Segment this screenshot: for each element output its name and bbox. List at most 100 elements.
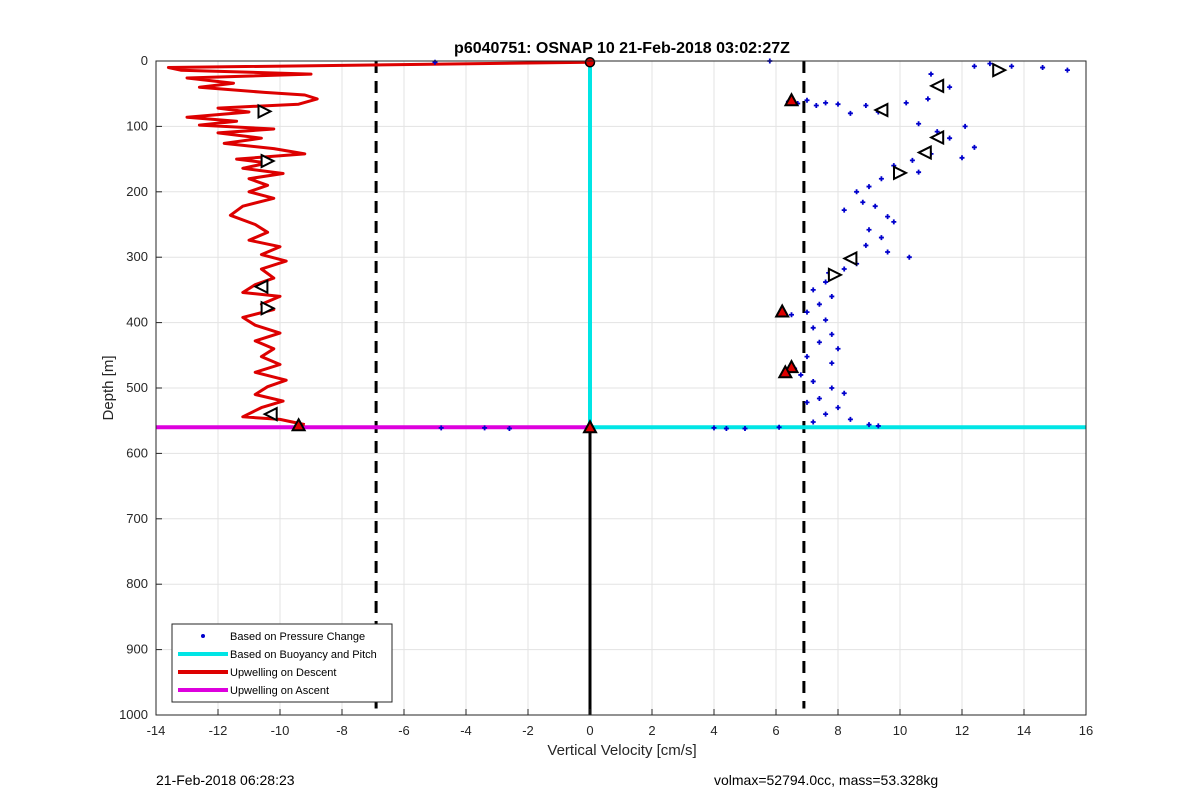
footer-timestamp: 21-Feb-2018 06:28:23 (156, 772, 295, 788)
marker-triangle-right (827, 267, 844, 283)
pressure-change-point (829, 360, 835, 366)
y-tick-label: 100 (126, 118, 148, 133)
pressure-change-point (878, 176, 884, 182)
x-tick-label: 4 (710, 723, 717, 738)
axis-ticks: -14 -12 -10 -8 -6 -4 -2 0 2 4 6 8 10 12 14 16 0 100 200 300… (119, 53, 1093, 738)
y-tick-label: 800 (126, 576, 148, 591)
pressure-change-point (847, 416, 853, 422)
x-axis-label: Vertical Velocity [cm/s] (547, 742, 696, 759)
grid-lines (155, 60, 1087, 716)
chart-title: p6040751: OSNAP 10 21-Feb-2018 03:02:27Z (454, 40, 790, 57)
x-tick-label: -14 (147, 723, 166, 738)
pressure-change-point (872, 203, 878, 209)
pressure-change-point (804, 97, 810, 103)
pressure-change-point (971, 63, 977, 69)
pressure-change-point (841, 390, 847, 396)
pressure-change-point (866, 184, 872, 190)
x-tick-label: -12 (209, 723, 228, 738)
pressure-change-point (909, 157, 915, 163)
series-upwelling-descent (166, 60, 591, 427)
pressure-change-point (959, 155, 965, 161)
x-tick-label: 8 (834, 723, 841, 738)
marker-triangle-left (262, 406, 278, 422)
series-layer (156, 58, 1086, 715)
pressure-change-point (835, 346, 841, 352)
marker-triangle-left (916, 144, 932, 161)
pressure-change-point (928, 71, 934, 77)
legend-swatch-dot (201, 634, 205, 638)
pressure-change-point (816, 339, 822, 345)
x-tick-label: 14 (1017, 723, 1031, 738)
pressure-change-point (934, 129, 940, 135)
marker-triangle-up-red (582, 419, 598, 434)
marker-triangle-right (257, 103, 273, 119)
pressure-change-point (723, 426, 729, 432)
x-tick-label: 12 (955, 723, 969, 738)
y-tick-label: 200 (126, 184, 148, 199)
pressure-change-point (947, 84, 953, 90)
pressure-change-point (804, 309, 810, 315)
x-tick-label: 16 (1079, 723, 1093, 738)
marker-triangle-right (992, 62, 1008, 78)
marker-triangle-left (253, 279, 269, 295)
pressure-change-point (742, 426, 748, 432)
pressure-change-point (971, 144, 977, 150)
marker-triangle-up-red (783, 358, 800, 374)
pressure-change-point (789, 312, 794, 318)
marker-triangle-right (893, 165, 909, 181)
pressure-change-point (810, 287, 816, 293)
y-tick-label: 0 (141, 53, 148, 68)
pressure-change-point (987, 61, 993, 67)
y-tick-label: 1000 (119, 707, 148, 722)
marker-triangle-up-red (774, 303, 790, 318)
marker-triangle-right (260, 300, 276, 316)
pressure-change-point (863, 102, 869, 108)
pressure-change-point (816, 395, 822, 401)
x-tick-label: 2 (648, 723, 655, 738)
pressure-change-point (947, 135, 953, 141)
pressure-change-point (506, 426, 512, 432)
pressure-change-point (916, 121, 922, 127)
pressure-change-point (810, 419, 816, 425)
pressure-change-point (885, 249, 891, 255)
pressure-change-point (866, 227, 872, 233)
marker-triangle-up-red (783, 92, 800, 107)
pressure-change-point (835, 405, 841, 411)
pressure-change-point (860, 199, 866, 205)
pressure-change-point (962, 123, 968, 129)
footer-summary: volmax=52794.0cc, mass=53.328kg (714, 772, 939, 788)
pressure-change-point (798, 372, 804, 378)
pressure-change-point (891, 219, 897, 225)
y-tick-label: 600 (126, 445, 148, 460)
pressure-change-point (835, 101, 841, 107)
pressure-change-point (847, 110, 853, 116)
pressure-change-point (823, 411, 829, 417)
y-axis-label: Depth [m] (100, 355, 117, 420)
pressure-change-point (1009, 63, 1015, 69)
y-tick-label: 300 (126, 249, 148, 264)
pressure-change-point (823, 317, 829, 323)
x-tick-label: -10 (271, 723, 290, 738)
pressure-change-point (829, 385, 835, 391)
pressure-change-point (810, 325, 816, 331)
pressure-change-point (885, 214, 891, 220)
pressure-change-point (906, 254, 912, 260)
legend-label: Upwelling on Ascent (230, 685, 329, 697)
pressure-change-point (829, 331, 835, 337)
pressure-change-point (438, 425, 444, 431)
pressure-change-point (841, 266, 847, 272)
marker-triangle-right (260, 153, 276, 169)
pressure-change-point (829, 293, 835, 299)
y-tick-label: 900 (126, 642, 148, 657)
pressure-change-point (711, 425, 717, 431)
x-tick-label: 10 (893, 723, 907, 738)
pressure-change-point (810, 378, 816, 384)
marker-triangle-left (928, 78, 945, 94)
marker-triangle-up-red (777, 364, 793, 379)
x-tick-label: -8 (336, 723, 348, 738)
pressure-change-point (863, 242, 869, 248)
pressure-change-point (875, 423, 881, 429)
marker-dot (584, 57, 596, 68)
x-tick-label: 6 (772, 723, 779, 738)
